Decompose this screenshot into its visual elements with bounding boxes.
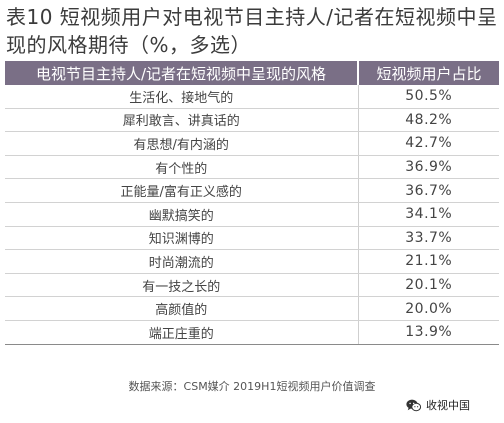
row-percent-cell: 42.7%: [358, 131, 499, 156]
row-percent-cell: 20.0%: [358, 296, 499, 321]
row-percent-cell: 21.1%: [358, 249, 499, 274]
row-style-cell: 有一技之长的: [5, 273, 359, 298]
row-percent-cell: 50.5%: [358, 85, 499, 109]
row-style-cell: 幽默搞笑的: [5, 202, 359, 227]
row-percent-cell: 34.1%: [358, 202, 499, 227]
row-style-cell: 生活化、接地气的: [5, 85, 359, 109]
row-style-cell: 高颜值的: [5, 296, 359, 321]
table-row: 犀利敢言、讲真话的 48.2%: [5, 108, 499, 133]
table-title: 表10 短视频用户对电视节目主持人/记者在短视频中呈现的风格期待（%，多选）: [6, 5, 498, 57]
watermark-text: 收视中国: [426, 399, 470, 412]
table-row: 幽默搞笑的 34.1%: [5, 202, 499, 227]
row-style-cell: 端正庄重的: [5, 320, 359, 345]
row-percent-cell: 33.7%: [358, 226, 499, 251]
table-row: 时尚潮流的 21.1%: [5, 249, 499, 274]
table-row: 生活化、接地气的 50.5%: [5, 85, 499, 109]
table-row: 高颜值的 20.0%: [5, 296, 499, 321]
row-style-cell: 正能量/富有正义感的: [5, 178, 359, 203]
account-watermark: 收视中国: [406, 397, 470, 413]
row-style-cell: 知识渊博的: [5, 226, 359, 251]
table-header-row: 电视节目主持人/记者在短视频中呈现的风格 短视频用户占比: [5, 61, 499, 85]
table-row: 正能量/富有正义感的 36.7%: [5, 178, 499, 203]
row-percent-cell: 48.2%: [358, 108, 499, 133]
wechat-icon: [406, 399, 422, 412]
table-row: 知识渊博的 33.7%: [5, 226, 499, 251]
row-percent-cell: 36.7%: [358, 178, 499, 203]
row-percent-cell: 13.9%: [358, 320, 499, 345]
row-style-cell: 有个性的: [5, 155, 359, 180]
table-row: 有一技之长的 20.1%: [5, 273, 499, 298]
data-table: 电视节目主持人/记者在短视频中呈现的风格 短视频用户占比 生活化、接地气的 50…: [5, 61, 499, 345]
row-style-cell: 有思想/有内涵的: [5, 131, 359, 156]
table-row: 有个性的 36.9%: [5, 155, 499, 180]
row-percent-cell: 20.1%: [358, 273, 499, 298]
data-source-note: 数据来源：CSM媒介 2019H1短视频用户价值调查: [128, 380, 376, 393]
row-style-cell: 犀利敢言、讲真话的: [5, 108, 359, 133]
column-header-style: 电视节目主持人/记者在短视频中呈现的风格: [5, 61, 359, 85]
row-percent-cell: 36.9%: [358, 155, 499, 180]
table-row: 有思想/有内涵的 42.7%: [5, 131, 499, 156]
table-row: 端正庄重的 13.9%: [5, 320, 499, 345]
column-header-share: 短视频用户占比: [358, 61, 499, 85]
row-style-cell: 时尚潮流的: [5, 249, 359, 274]
